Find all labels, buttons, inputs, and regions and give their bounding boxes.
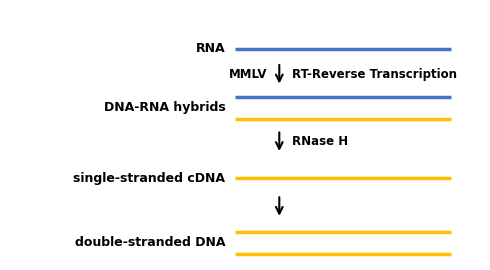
Text: DNA-RNA hybrids: DNA-RNA hybrids	[104, 102, 225, 114]
Text: single-stranded cDNA: single-stranded cDNA	[74, 172, 225, 185]
Text: RT-Reverse Transcription: RT-Reverse Transcription	[292, 68, 457, 81]
Text: MMLV: MMLV	[228, 68, 267, 81]
Text: RNase H: RNase H	[292, 135, 348, 148]
Text: RNA: RNA	[196, 42, 225, 55]
Text: double-stranded DNA: double-stranded DNA	[75, 237, 225, 249]
